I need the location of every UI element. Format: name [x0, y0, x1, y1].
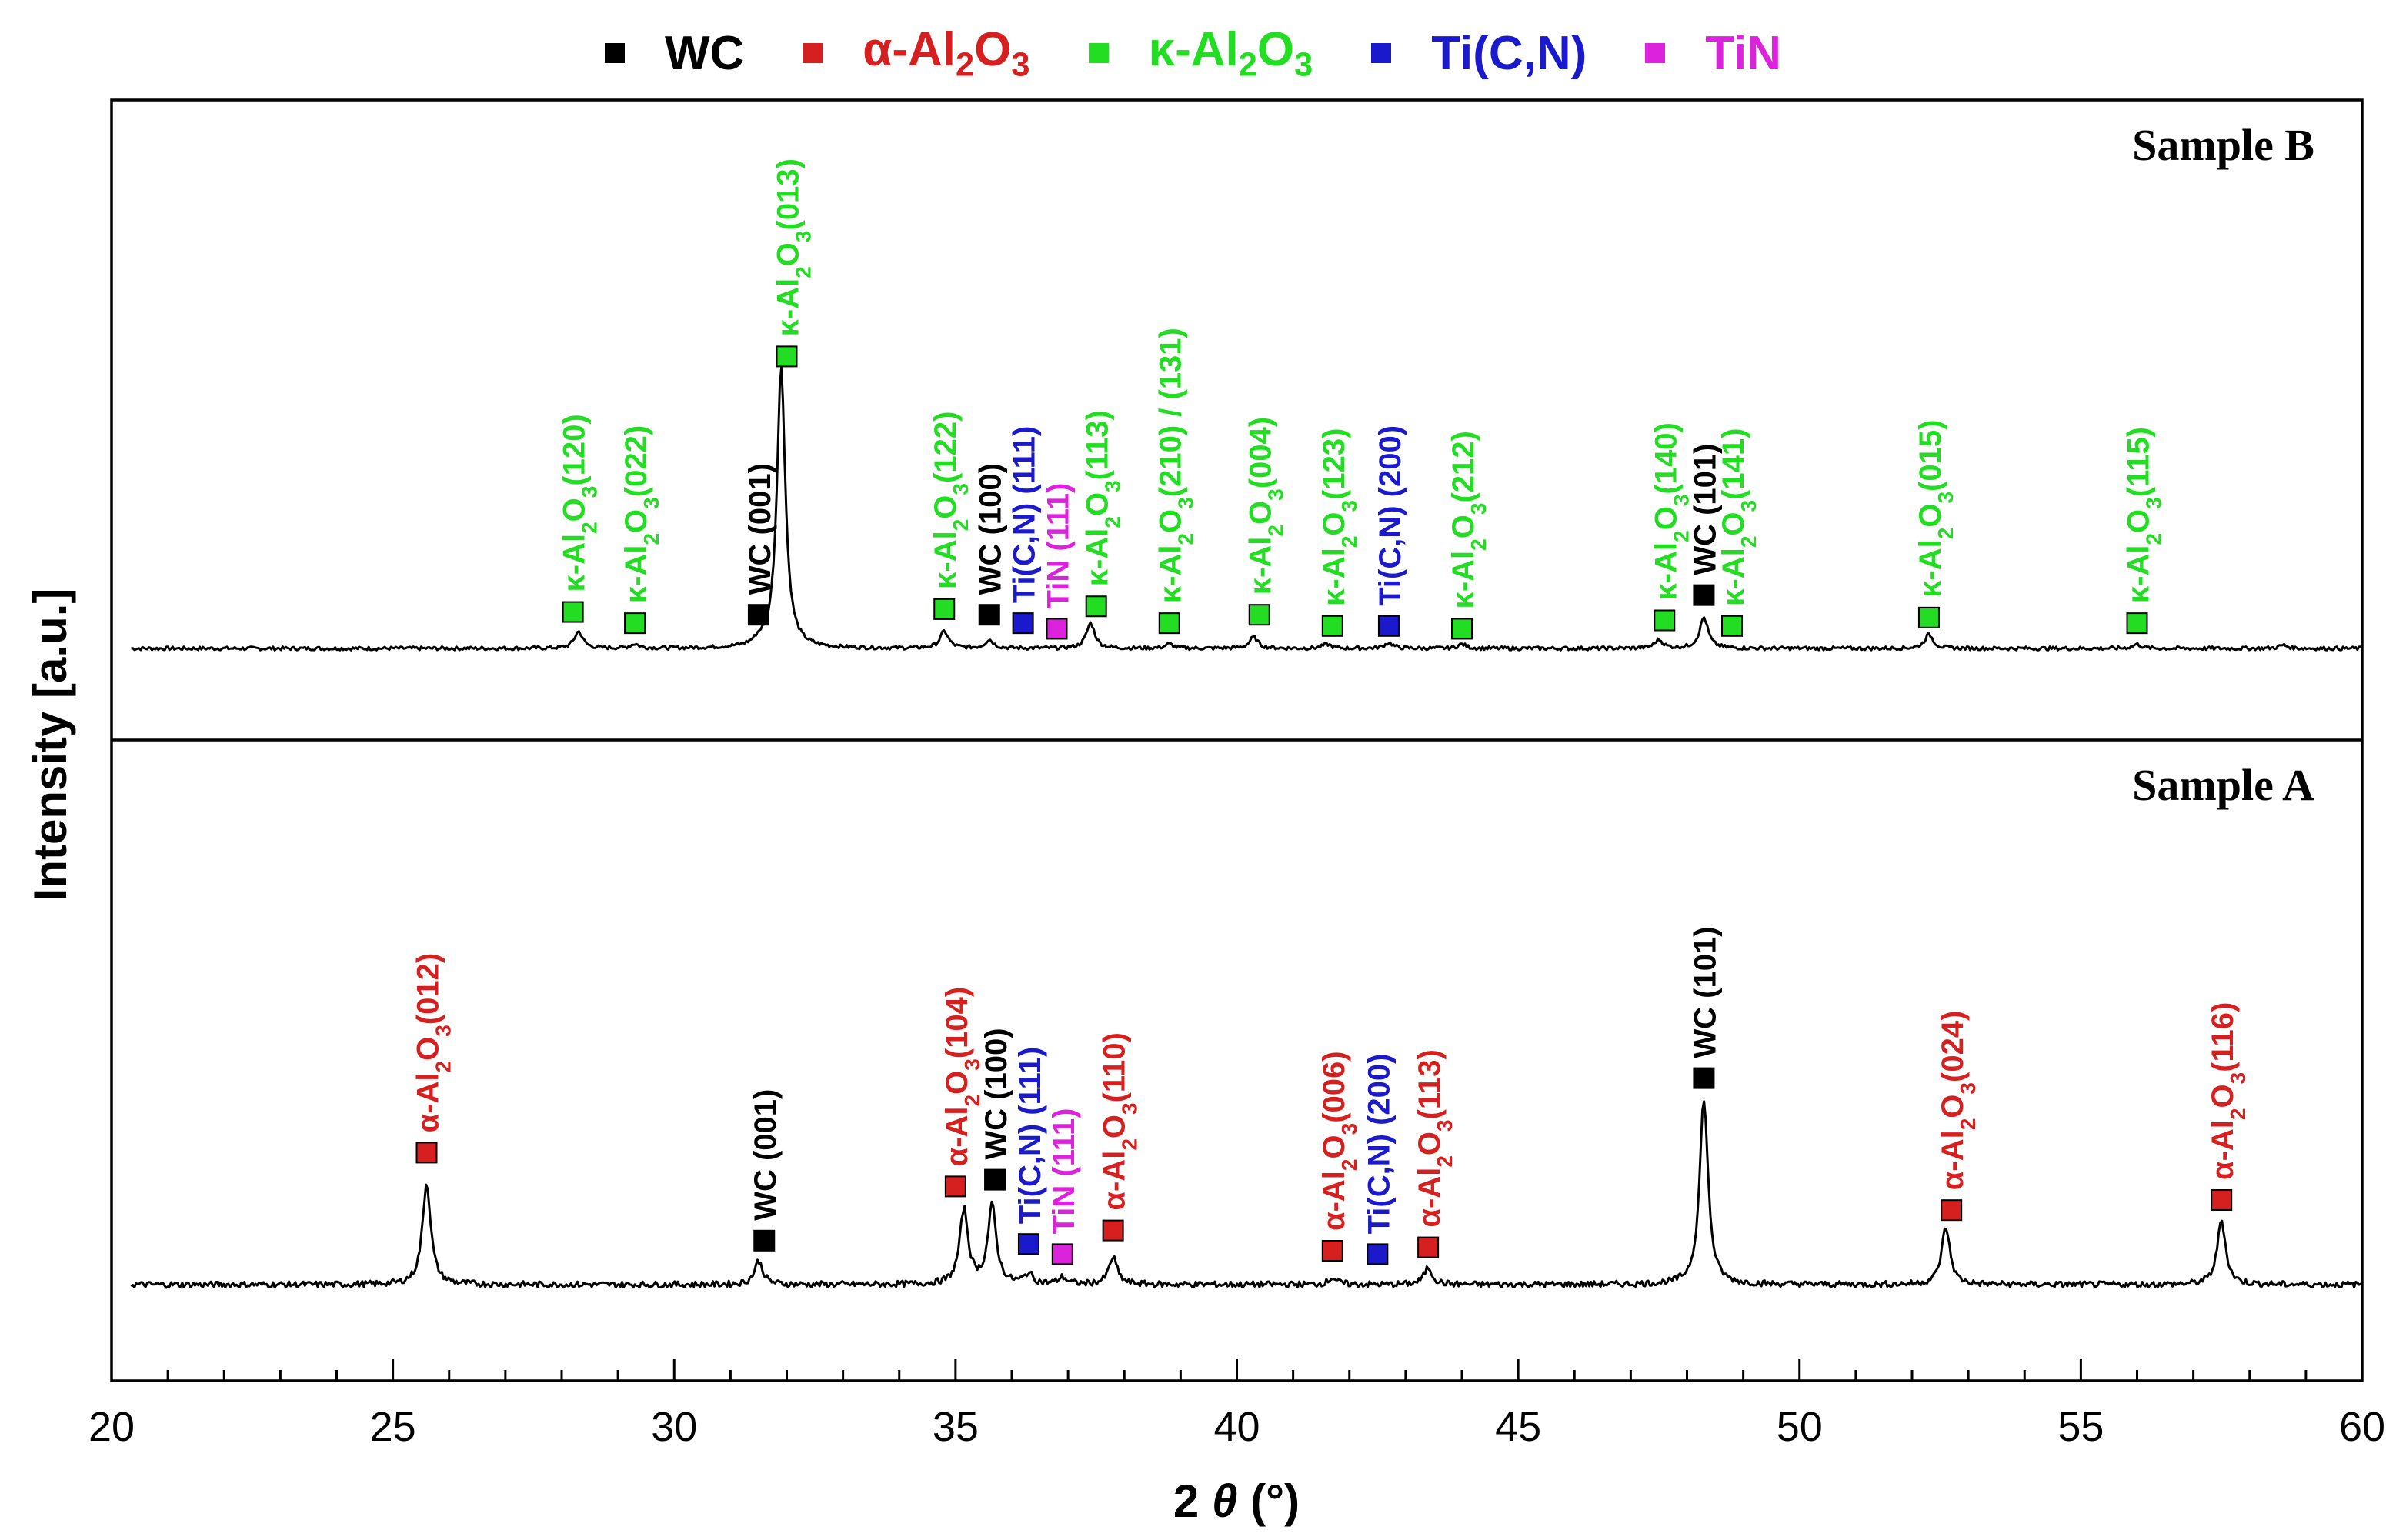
y-axis-title: Intensity [a.u.]: [25, 588, 76, 902]
peak-label-kappa: κ-Al2O3(115): [2122, 427, 2166, 603]
peak-label-alpha: α-Al2O3(012): [412, 953, 456, 1133]
panel-label-sample-a: Sample A: [2132, 760, 2314, 810]
peak-marker-kappa: [562, 601, 584, 623]
peak-label-WC: WC (101): [1688, 444, 1722, 575]
peak-marker-kappa: [1248, 604, 1270, 626]
peak-marker-ticn: [1367, 1243, 1389, 1265]
peak-label-alpha: α-Al2O3(006): [1317, 1051, 1361, 1231]
peak-label-kappa: κ-Al2O3(140): [1649, 422, 1693, 600]
peak-marker-kappa: [1321, 615, 1343, 637]
peak-marker-alpha: [1102, 1219, 1124, 1242]
peak-marker-ticn: [1012, 612, 1034, 635]
peak-marker-ticn: [1017, 1233, 1039, 1255]
peak-label-kappa: κ-Al2O3(141): [1717, 428, 1760, 606]
peak-marker-WC: [1693, 1067, 1715, 1089]
peak-marker-WC: [753, 1229, 776, 1252]
peak-marker-kappa: [776, 345, 798, 368]
peak-marker-WC: [1693, 584, 1715, 606]
peak-label-WC: WC (001): [743, 463, 777, 595]
legend-item-kappa-al2o3: κ-Al2O3: [1088, 22, 1313, 84]
peak-marker-kappa: [1917, 606, 1940, 628]
legend-item-ticn: Ti(C,N): [1371, 26, 1587, 81]
panel-label-sample-b: Sample B: [2132, 120, 2314, 170]
peak-label-WC: WC (100): [979, 1028, 1013, 1159]
spectrum-line-sample-a: [130, 1100, 2363, 1289]
peak-label-kappa: κ-Al2O3(120): [558, 414, 602, 592]
peak-label-kappa: κ-Al2O3(015): [1914, 420, 1957, 598]
peak-label-ticn: Ti(C,N) (200): [1362, 1054, 1396, 1235]
peak-label-alpha: α-Al2O3(024): [1936, 1011, 1980, 1191]
spectrum-line-sample-b: [131, 366, 2364, 652]
x-tick-label: 45: [1495, 1404, 1541, 1450]
x-tick-label: 60: [2339, 1404, 2385, 1450]
legend-item-tin: TiN: [1645, 26, 1781, 81]
x-axis-title: 2 θ (°): [1173, 1475, 1300, 1527]
x-tick-label: 40: [1213, 1404, 1260, 1450]
legend-swatch-alpha-al2o3: [803, 42, 823, 63]
peak-marker-WC: [978, 604, 1000, 626]
legend-label-ticn: Ti(C,N): [1431, 26, 1587, 80]
legend-swatch-tin: [1645, 43, 1666, 63]
peak-marker-kappa: [1451, 618, 1473, 640]
peak-label-kappa: κ-Al2O3(210) / (131): [1154, 328, 1198, 603]
peak-marker-tin: [1051, 1243, 1073, 1265]
legend-label-alpha-al2o3: α-Al2O3: [863, 22, 1030, 84]
peak-label-kappa: κ-Al2O3(113): [1081, 410, 1125, 586]
peak-marker-alpha: [1321, 1240, 1343, 1262]
peak-label-ticn: Ti(C,N) (111): [1013, 1047, 1047, 1224]
peak-label-WC: WC (101): [1688, 926, 1722, 1058]
peak-label-alpha: α-Al2O3(104): [940, 987, 984, 1167]
peak-marker-kappa: [1158, 612, 1180, 635]
x-tick-label: 50: [1777, 1404, 1823, 1450]
peak-label-WC: WC (100): [974, 463, 1008, 595]
peak-marker-alpha: [415, 1142, 438, 1164]
peak-label-ticn: Ti(C,N) (111): [1008, 426, 1042, 603]
peak-marker-alpha: [1941, 1199, 1963, 1222]
peak-marker-alpha: [1417, 1236, 1440, 1258]
legend-label-kappa-al2o3: κ-Al2O3: [1148, 22, 1313, 84]
peak-marker-alpha: [944, 1175, 966, 1198]
peak-marker-WC: [747, 604, 769, 626]
peak-marker-kappa: [1721, 615, 1743, 637]
legend-label-wc: WC: [664, 26, 745, 80]
peak-label-ticn: Ti(C,N) (200): [1373, 425, 1407, 606]
peak-label-kappa: κ-Al2O3(022): [619, 425, 663, 603]
peak-marker-kappa: [933, 598, 956, 620]
peak-marker-alpha: [2211, 1189, 2233, 1211]
legend-swatch-kappa-al2o3: [1088, 42, 1109, 63]
peak-label-kappa: κ-Al2O3(122): [929, 412, 973, 589]
legend-label-tin: TiN: [1705, 26, 1782, 80]
peak-label-kappa: κ-Al2O3(013): [772, 158, 816, 336]
x-tick-label: 20: [88, 1404, 135, 1450]
peak-label-kappa: κ-Al2O3(004): [1244, 417, 1288, 595]
plot-area: 20 25 30 35 40 45 50 55 60 Sample B κ-Al2O3(120) κ-…: [88, 98, 2385, 1450]
peak-marker-WC: [984, 1168, 1006, 1191]
peak-label-tin: TiN (111): [1042, 483, 1076, 609]
peak-label-kappa: κ-Al2O3(123): [1317, 428, 1361, 606]
x-tick-label: 35: [933, 1404, 979, 1450]
peak-marker-kappa: [624, 612, 646, 635]
peak-marker-kappa: [2126, 612, 2148, 635]
legend-item-wc: WC: [604, 26, 745, 81]
x-tick-label: 55: [2057, 1404, 2104, 1450]
legend-swatch-wc: [604, 43, 625, 63]
peak-label-alpha: α-Al2O3(113): [1413, 1049, 1457, 1227]
x-tick-label: 30: [651, 1404, 697, 1450]
peak-marker-tin: [1046, 618, 1068, 640]
peak-marker-ticn: [1377, 615, 1400, 637]
peak-marker-kappa: [1654, 609, 1676, 632]
peak-label-tin: TiN (111): [1047, 1108, 1081, 1235]
legend: WC α-Al2O3 κ-Al2O3 Ti(C,N) TiN: [0, 11, 2386, 95]
peak-label-WC: WC (001): [749, 1089, 783, 1221]
legend-swatch-ticn: [1371, 43, 1392, 63]
peak-label-alpha: α-Al2O3(110): [1098, 1032, 1142, 1210]
peak-label-kappa: κ-Al2O3(212): [1447, 431, 1490, 608]
x-tick-label: 25: [370, 1404, 416, 1450]
peak-label-alpha: α-Al2O3(116): [2206, 1002, 2250, 1180]
legend-item-alpha-al2o3: α-Al2O3: [803, 22, 1030, 84]
peak-marker-kappa: [1085, 595, 1107, 618]
